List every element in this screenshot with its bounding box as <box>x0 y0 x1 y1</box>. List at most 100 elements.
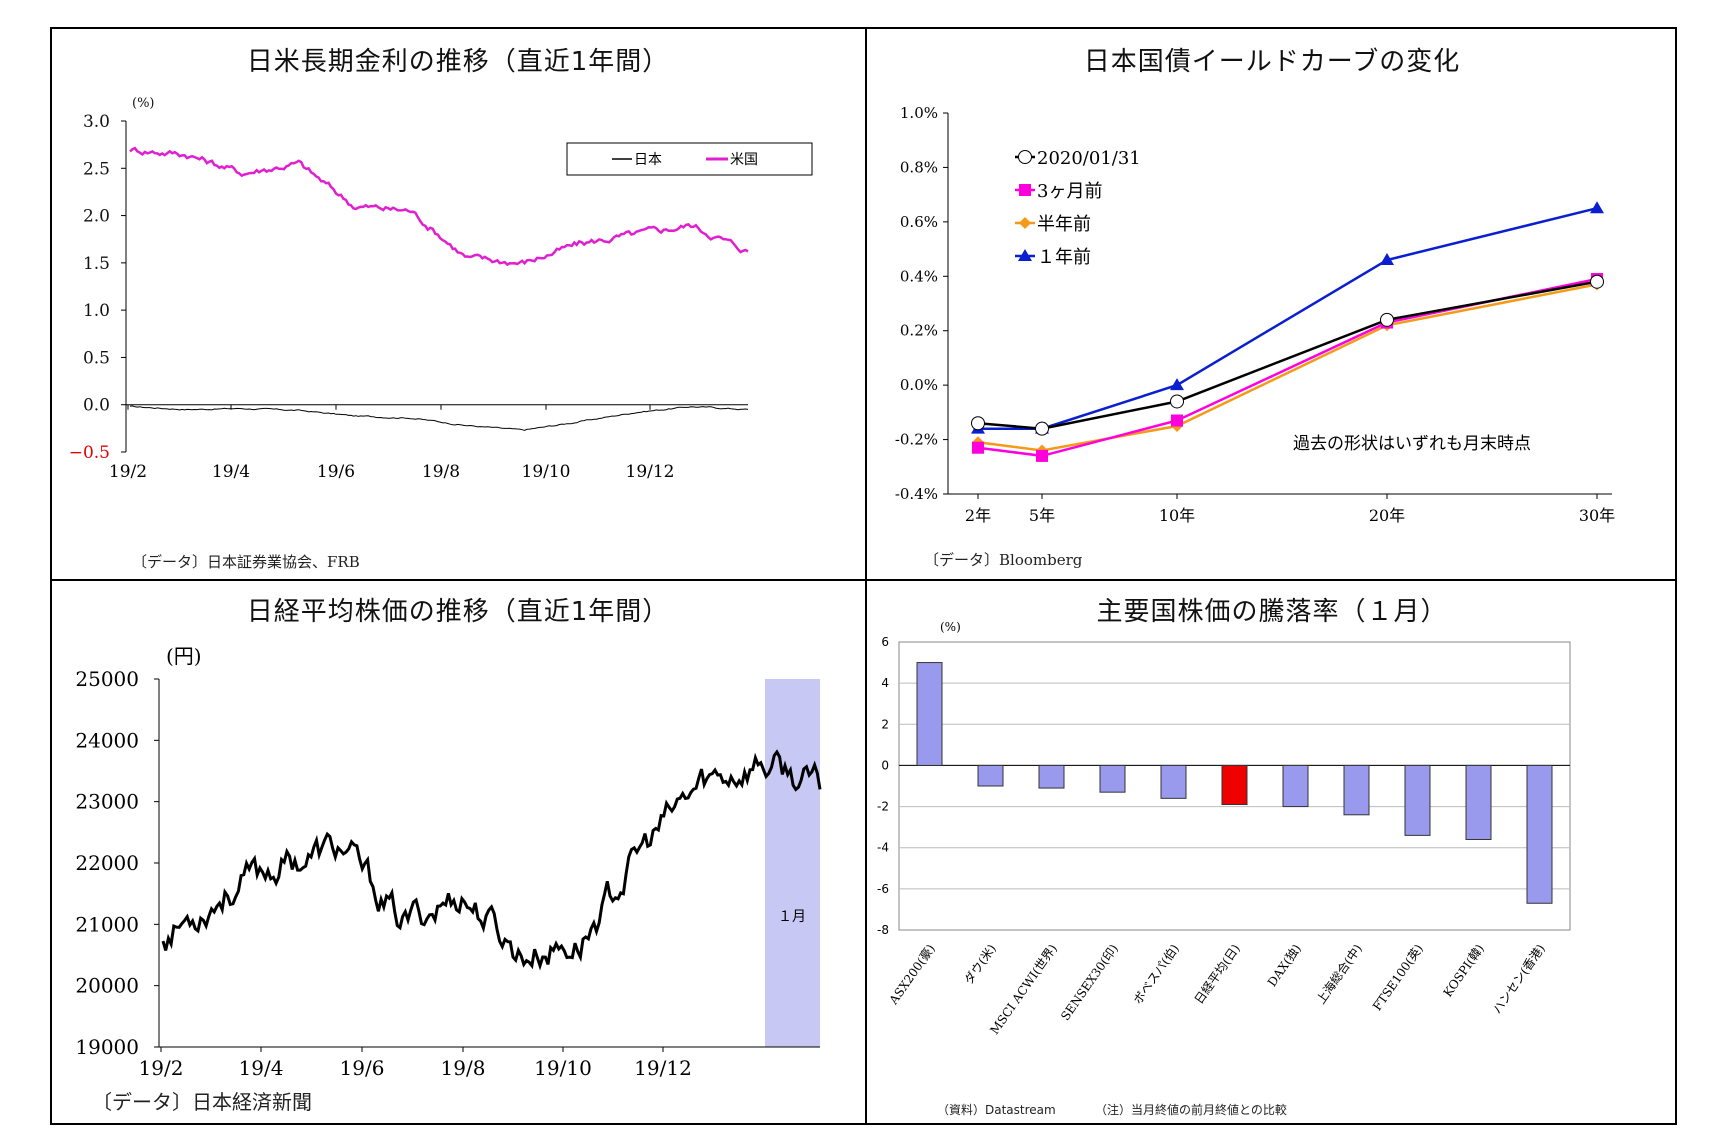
x-tick-label: 10年 <box>1159 506 1195 525</box>
source-note: 〔データ〕日本証券業協会、FRB <box>132 553 360 571</box>
legend-box <box>566 142 813 176</box>
y-tick-label: -0.4% <box>895 485 938 503</box>
bar <box>1282 764 1309 808</box>
x-tick-label: 30年 <box>1579 506 1615 525</box>
yield-line-chart: 3.0 2.5 2.0 1.5 1.0 0.5 0.0 −0.5 (%) 19/2 19/4 19/6… <box>69 96 813 482</box>
series-line-square <box>977 277 1598 458</box>
data-point-square <box>972 441 984 454</box>
y-tick-label: 23000 <box>75 790 139 814</box>
y-tick-label: 22000 <box>75 851 139 875</box>
data-point-circle <box>1590 274 1604 289</box>
nikkei-line <box>161 749 822 971</box>
x-tick-label: 上海総合(中) <box>1313 941 1365 1006</box>
legend-label: 半年前 <box>1037 214 1091 235</box>
bar <box>977 764 1004 787</box>
x-tick-label: 19/2 <box>109 462 147 482</box>
y-tick-label: -6 <box>877 882 889 896</box>
series-line-japan <box>129 405 749 431</box>
x-tick-label: 5年 <box>1029 506 1055 525</box>
x-tick-label: SENSEX30(印) <box>1058 942 1121 1023</box>
legend-marker-circle <box>1018 150 1032 164</box>
legend-marker-diamond <box>1019 217 1031 229</box>
bar <box>1099 764 1126 793</box>
y-axis-unit: (円) <box>166 644 202 668</box>
x-tick-label: ASX200(豪) <box>885 941 938 1008</box>
x-tick-label: 19/12 <box>626 462 675 482</box>
legend-marker-square <box>1019 184 1031 196</box>
y-tick-label: 6 <box>881 635 889 649</box>
x-tick-label: 19/4 <box>212 462 250 482</box>
x-tick-label: FTSE100(英) <box>1370 942 1426 1014</box>
data-point-circle <box>971 416 985 431</box>
y-tick-label: 2.5 <box>83 159 110 179</box>
x-tick-label: KOSPI(韓) <box>1441 942 1487 1000</box>
bar <box>1404 764 1431 836</box>
legend-marker-triangle <box>1018 249 1032 261</box>
x-tick-label: 19/2 <box>139 1056 184 1080</box>
bar <box>916 662 943 766</box>
y-tick-label: 25000 <box>75 667 139 691</box>
bar <box>1465 764 1492 840</box>
x-tick-label: ダウ(米) <box>961 941 999 987</box>
x-tick-label: 19/10 <box>522 462 571 482</box>
annotation: 過去の形状はいずれも月末時点 <box>1293 434 1531 454</box>
y-tick-label: 0 <box>881 758 889 772</box>
y-tick-label: -8 <box>877 923 889 937</box>
x-tick-label: 日経平均(日) <box>1192 942 1243 1007</box>
bar <box>1343 764 1370 816</box>
data-point-square <box>1171 414 1183 427</box>
data-point-circle <box>1170 394 1184 409</box>
y-tick-label: 1.0 <box>83 301 110 321</box>
y-tick-label: -0.2% <box>895 431 938 449</box>
x-tick-label: 19/8 <box>422 462 460 482</box>
y-tick-label: 19000 <box>75 1035 139 1059</box>
y-tick-label: 4 <box>881 676 889 690</box>
legend-label-us: 米国 <box>730 152 758 168</box>
y-axis-unit: (%) <box>940 620 961 634</box>
chart-title: 日米長期金利の推移（直近1年間） <box>246 47 670 77</box>
x-tick-label: MSCI ACWI(世界) <box>987 942 1060 1037</box>
x-tick-label: ハンセン(香港) <box>1490 942 1548 1017</box>
x-tick-label: 2年 <box>965 506 991 525</box>
source-note: 〔データ〕日本経済新聞 <box>92 1090 312 1114</box>
x-tick-label: 19/10 <box>534 1056 592 1080</box>
y-tick-label: 1.5 <box>83 254 110 274</box>
series-line-triangle <box>978 206 1598 430</box>
yield-curve-chart: 1.0% 0.8% 0.6% 0.4% 0.2% 0.0% -0.2% -0.4% 2年 5年 10… <box>895 104 1615 525</box>
chart-frame: 日米長期金利の推移（直近1年間） 3.0 2.5 2.0 1.5 1.0 0.5 0.0 −0… <box>50 27 1677 1125</box>
y-tick-label: 21000 <box>75 912 139 936</box>
panel-yield-curve: 日本国債イールドカーブの変化 1.0% 0.8% 0.6% 0.4% 0.2% 0.0% -… <box>867 29 1677 578</box>
panel-stock-returns: 主要国株価の騰落率（１月） 6 4 2 0 -2 -4 -6 -8 (%) ASX200(豪) ダウ… <box>867 581 1677 1125</box>
legend-label: １年前 <box>1037 247 1091 268</box>
y-tick-label: -4 <box>877 841 889 855</box>
source-note: 〔データ〕Bloomberg <box>924 551 1083 569</box>
legend-label: 2020/01/31 <box>1037 148 1141 169</box>
x-tick-label: DAX(独) <box>1265 942 1304 990</box>
x-tick-label: 19/6 <box>317 462 355 482</box>
january-highlight <box>765 679 820 1047</box>
y-tick-label: 0.2% <box>900 322 938 340</box>
panel-jp-us-yields: 日米長期金利の推移（直近1年間） 3.0 2.5 2.0 1.5 1.0 0.5 0.0 −0… <box>52 29 864 578</box>
footnote: （注）当月終値の前月終値との比較 <box>1095 1103 1287 1117</box>
chart-title: 日本国債イールドカーブの変化 <box>1083 47 1461 77</box>
y-tick-label: 0.6% <box>900 213 938 231</box>
data-point-square <box>1036 449 1048 462</box>
y-tick-label: 2 <box>881 717 889 731</box>
x-tick-label: 19/6 <box>340 1056 385 1080</box>
source-note: （資料）Datastream <box>937 1103 1056 1117</box>
y-tick-label: −0.5 <box>69 443 110 463</box>
legend-label-japan: 日本 <box>634 152 662 168</box>
y-tick-label: 0.0 <box>83 396 110 416</box>
returns-bar-chart: 6 4 2 0 -2 -4 -6 -8 (%) ASX200(豪) ダウ(米)MSCI ACWI(世… <box>877 620 1571 1037</box>
data-point-circle <box>1035 421 1049 436</box>
x-tick-label: 19/8 <box>441 1056 486 1080</box>
nikkei-line-chart: １月 25000 24000 23000 22000 21000 20000 19000 (円)… <box>75 644 822 1080</box>
y-tick-label: 0.5 <box>83 348 110 368</box>
bar <box>1221 764 1248 806</box>
y-tick-label: 0.8% <box>900 158 938 176</box>
y-tick-label: 0.4% <box>900 267 938 285</box>
data-point-circle <box>1380 312 1394 327</box>
horizontal-divider <box>52 579 1675 581</box>
data-point-triangle <box>1170 378 1184 391</box>
data-point-triangle <box>1590 201 1604 214</box>
